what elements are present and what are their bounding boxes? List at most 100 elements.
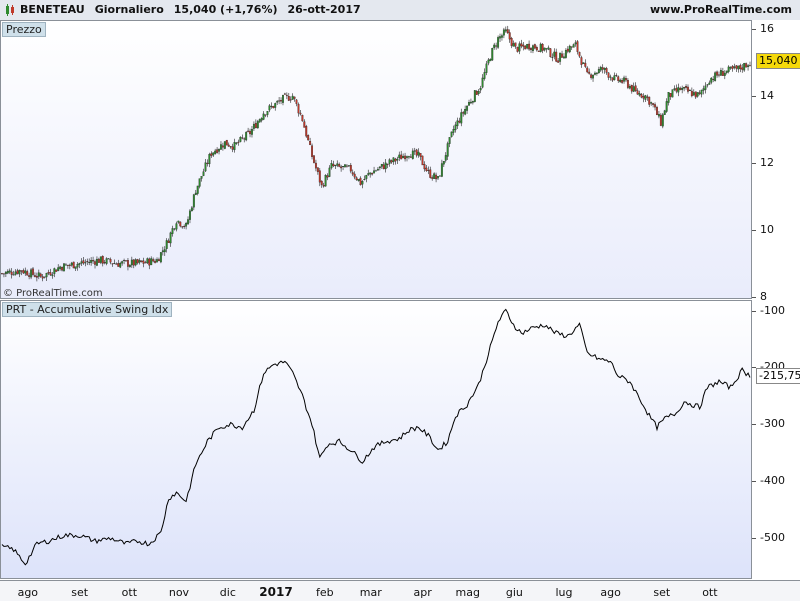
candle-body [353,173,356,178]
candle-body [200,176,203,179]
candle-body [710,77,713,83]
y-axis-label: -300 [760,417,785,431]
candle-body [148,258,151,266]
candle-body [210,153,213,156]
candle-body [714,72,717,81]
candle-body [293,96,296,99]
candle-body [218,149,220,152]
candle-body [61,267,64,271]
x-axis-label: ott [702,586,718,599]
candle-body [603,67,606,70]
indicator-y-axis[interactable]: -100 -200 -300 -400 -500 -215,75 [752,300,800,579]
candle-body [402,155,405,159]
candle-body [179,221,182,227]
candle-body [440,163,443,177]
y-axis-label: 16 [760,21,774,35]
candle-body [725,70,728,73]
x-axis-label: ago [17,586,39,599]
candle-body [659,114,662,126]
candle-body [365,175,368,179]
candle-body [537,50,540,52]
candle-body [499,36,501,39]
candle-body [134,259,137,266]
candle-body [584,62,587,67]
candle-body [417,151,420,156]
candle-body [28,275,31,277]
candle-body [92,260,95,262]
candle-body [446,143,449,157]
candle-body [386,163,389,165]
candle-body [367,173,370,175]
candle-body [216,149,219,153]
candle-body [198,178,201,187]
y-axis-tick [752,310,756,312]
price-y-axis[interactable]: 8 10 12 14 16 15,040 [752,20,800,303]
indicator-panel[interactable]: PRT - Accumulative Swing Idx [0,300,752,579]
candle-body [661,114,664,127]
candle-body [322,185,325,187]
candle-body [524,45,527,50]
candle-body [128,265,131,268]
candle-body [626,80,629,88]
candle-body [526,44,529,49]
candle-body [45,272,48,278]
candle-body [206,162,209,164]
candle-body [107,258,110,260]
candle-body [39,273,42,277]
candle-body [220,144,222,150]
candle-body [535,47,538,51]
candle-body [413,150,416,152]
candle-body [119,263,122,268]
period-label[interactable]: Giornaliero [94,3,164,16]
candle-body [487,59,490,64]
candle-body [669,93,672,97]
candle-body [644,95,647,100]
candle-body [287,96,290,101]
candle-body [630,84,633,92]
candle-body [371,172,374,175]
y-axis-tick [752,424,756,426]
candle-body [530,48,532,51]
candle-body [256,121,259,129]
candle-body [516,46,519,52]
y-axis-label: -400 [760,474,785,488]
candle-body [99,256,102,263]
candle-body [442,161,445,165]
price-panel-label[interactable]: Prezzo [2,22,46,37]
candle-body [481,77,484,88]
candle-body [431,177,434,179]
candle-body [278,100,281,102]
candle-body [32,268,34,275]
candle-body [136,259,139,264]
candle-body [24,270,27,274]
candle-body [568,45,571,53]
candle-body [378,166,381,169]
candle-body [444,155,447,161]
site-link[interactable]: www.ProRealTime.com [649,3,792,16]
candle-body [53,268,56,274]
candle-body [673,88,676,90]
candle-body [520,43,523,47]
candle-body [700,89,703,95]
candle-body [35,275,38,278]
candle-body [167,240,170,243]
candle-body [84,262,87,264]
indicator-panel-label[interactable]: PRT - Accumulative Swing Idx [2,302,173,317]
candle-body [597,69,600,74]
candle-body [745,63,748,68]
date-x-axis[interactable]: ago set ott nov dic 2017 feb mar apr mag giu lug ago… [0,580,800,601]
candle-body [419,153,422,157]
candle-body [475,91,478,95]
candle-body [291,95,294,100]
candle-body [623,77,625,82]
candle-body [16,270,19,274]
price-panel[interactable]: Prezzo [0,20,752,299]
current-value-tag: 15,040 [756,52,800,69]
y-axis-label: -100 [760,303,785,317]
candle-body [349,164,352,172]
candle-body [189,210,191,220]
candle-body [563,56,565,59]
x-axis-label: ago [600,586,621,599]
y-axis-tick [752,95,756,97]
candle-body [716,71,719,76]
